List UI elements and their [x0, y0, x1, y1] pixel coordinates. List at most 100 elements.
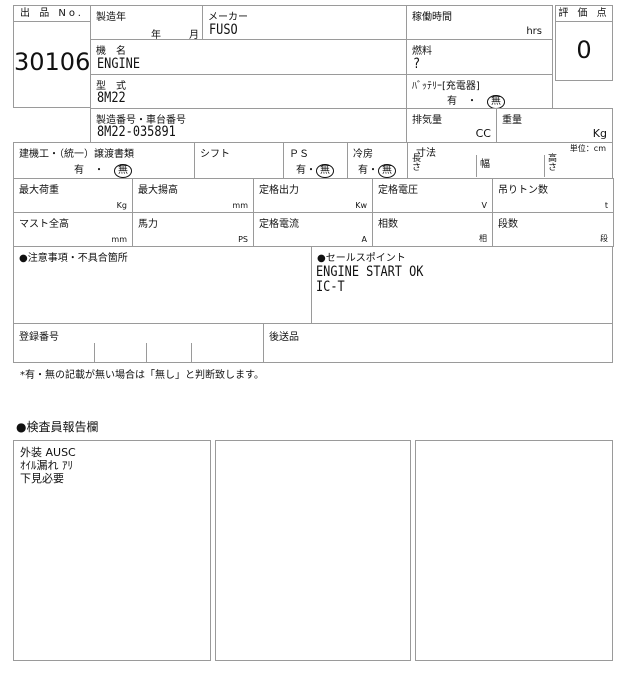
row6-cell-4: 吊りトン数 t	[492, 178, 614, 213]
displacement-unit: CC	[475, 127, 491, 140]
cell-label: 段数	[498, 219, 518, 230]
dims-width-label: 幅	[480, 159, 490, 170]
later-items-label: 後送品	[269, 332, 299, 343]
cell-label: 最大揚高	[138, 185, 178, 196]
docs-yes-no: 有 ・ 無	[74, 161, 132, 178]
cell-label: マスト全高	[19, 219, 69, 230]
weight-unit: Kg	[592, 127, 607, 140]
weight-cell: 重量 Kg	[496, 108, 613, 143]
dims-height-label: 高さ	[548, 154, 558, 173]
maker-value: FUSO	[209, 22, 238, 38]
cell-unit: Kg	[116, 201, 127, 210]
row7-cell-1: 馬力 PS	[132, 212, 254, 247]
dims-unit-note: 単位：cm	[569, 144, 606, 153]
inspector-report-title: ●検査員報告欄	[16, 420, 99, 434]
weight-label: 重量	[502, 115, 522, 126]
inspector-box-1: 外装 AUSC ｵｲﾙ漏れ ｱﾘ 下見必要	[13, 440, 211, 661]
year-unit: 年	[151, 30, 161, 41]
serial-cell: 製造番号・車台番号 8M22-035891	[90, 108, 407, 143]
model-name-cell: 機 名 ENGINE	[90, 39, 407, 75]
caution-label: ●注意事項・不具合箇所	[19, 253, 128, 264]
aircon-yes-no: 有・無	[358, 161, 396, 178]
hours-cell: 稼働時間 hrs	[406, 5, 553, 40]
sales-point-text: ENGINE START OK IC-T	[316, 264, 424, 295]
type-cell: 型 式 8M22	[90, 74, 407, 109]
sales-point-cell: ●セールスポイント ENGINE START OK IC-T	[311, 246, 613, 324]
cell-label: 馬力	[138, 219, 158, 230]
cell-unit: 相	[479, 234, 487, 243]
hours-unit: hrs	[526, 26, 542, 37]
serial-value: 8M22-035891	[97, 124, 176, 140]
lot-number-label: 出 品 No.	[14, 6, 90, 22]
registration-label: 登録番号	[19, 332, 59, 343]
row6-cell-0: 最大荷重 Kg	[13, 178, 133, 213]
row7-cell-2: 定格電流 A	[253, 212, 373, 247]
row6-cell-1: 最大揚高 mm	[132, 178, 254, 213]
fuel-label: 燃料	[412, 46, 432, 57]
serial-label: 製造番号・車台番号	[96, 115, 186, 126]
row7-cell-3: 相数相	[372, 212, 493, 247]
battery-no-circled: 無	[487, 95, 505, 109]
cell-unit: t	[604, 201, 608, 210]
cell-unit: PS	[238, 235, 248, 244]
displacement-cell: 排気量 CC	[406, 108, 497, 143]
type-label: 型 式	[96, 81, 126, 92]
maker-label: メーカー	[208, 12, 248, 23]
ps-label: ＰＳ	[289, 149, 309, 160]
row6-cell-3: 定格電圧 V	[372, 178, 493, 213]
battery-yes-no: 有 ・ 無	[447, 92, 505, 109]
later-items-cell: 後送品	[263, 323, 613, 363]
ps-cell: ＰＳ 有・無	[283, 142, 348, 179]
caution-cell: ●注意事項・不具合箇所	[13, 246, 312, 324]
displacement-label: 排気量	[412, 115, 442, 126]
battery-cell: ﾊﾞｯﾃﾘｰ[充電器] 有 ・ 無	[406, 74, 553, 109]
cell-label: 定格電圧	[378, 185, 418, 196]
score-label: 評 価 点	[556, 6, 612, 22]
cell-label: 相数	[378, 219, 398, 230]
hours-label: 稼働時間	[412, 12, 452, 23]
ps-yes-no: 有・無	[296, 161, 334, 178]
shift-label: シフト	[200, 149, 230, 160]
dims-length-label: 長さ	[412, 154, 422, 173]
year-label: 製造年	[96, 12, 126, 23]
cell-unit: mm	[111, 235, 127, 244]
inspector-box-2	[215, 440, 411, 661]
cell-label: 最大荷重	[19, 185, 59, 196]
registration-cell: 登録番号	[13, 323, 264, 363]
aircon-no-circled: 無	[378, 164, 396, 178]
ps-no-circled: 無	[316, 164, 334, 178]
inspector-box-3	[415, 440, 613, 661]
row6-cell-2: 定格出力 Kw	[253, 178, 373, 213]
model-name-label: 機 名	[96, 46, 126, 57]
cell-unit: Kw	[355, 201, 367, 210]
month-unit: 月	[189, 30, 199, 41]
cell-label: 定格出力	[259, 185, 299, 196]
cell-label: 定格電流	[259, 219, 299, 230]
score-box: 評 価 点 0	[555, 5, 613, 81]
maker-cell: メーカー FUSO	[202, 5, 407, 40]
lot-number-box: 出 品 No. 30106	[13, 5, 91, 108]
year-cell: 製造年 年 月	[90, 5, 203, 41]
type-value: 8M22	[97, 90, 126, 106]
row7-cell-0: マスト全高 mm	[13, 212, 133, 247]
shift-cell: シフト	[194, 142, 284, 179]
lot-number: 30106	[14, 48, 91, 76]
score-value: 0	[576, 36, 592, 64]
docs-no-circled: 無	[114, 164, 132, 178]
docs-cell: 建機工・（統一）譲渡書類 有 ・ 無	[13, 142, 195, 179]
footnote: *有・無の記載が無い場合は「無し」と判断致します。	[20, 370, 264, 381]
battery-label: ﾊﾞｯﾃﾘｰ[充電器]	[412, 81, 480, 92]
model-name-value: ENGINE	[97, 56, 140, 72]
docs-label: 建機工・（統一）譲渡書類	[19, 149, 134, 160]
cell-unit: V	[481, 201, 487, 210]
cell-unit: A	[361, 235, 367, 244]
aircon-cell: 冷房 有・無	[347, 142, 408, 179]
fuel-cell: 燃料 ?	[406, 39, 553, 75]
cell-label: 吊りトン数	[498, 185, 548, 196]
aircon-label: 冷房	[353, 149, 373, 160]
dims-label: 寸法	[416, 148, 436, 159]
dimensions-cell: 寸法 単位：cm 長さ 幅 高さ	[407, 142, 613, 179]
row7-cell-4: 段数段	[492, 212, 614, 247]
cell-unit: 段	[600, 234, 608, 243]
fuel-value: ?	[413, 56, 421, 72]
